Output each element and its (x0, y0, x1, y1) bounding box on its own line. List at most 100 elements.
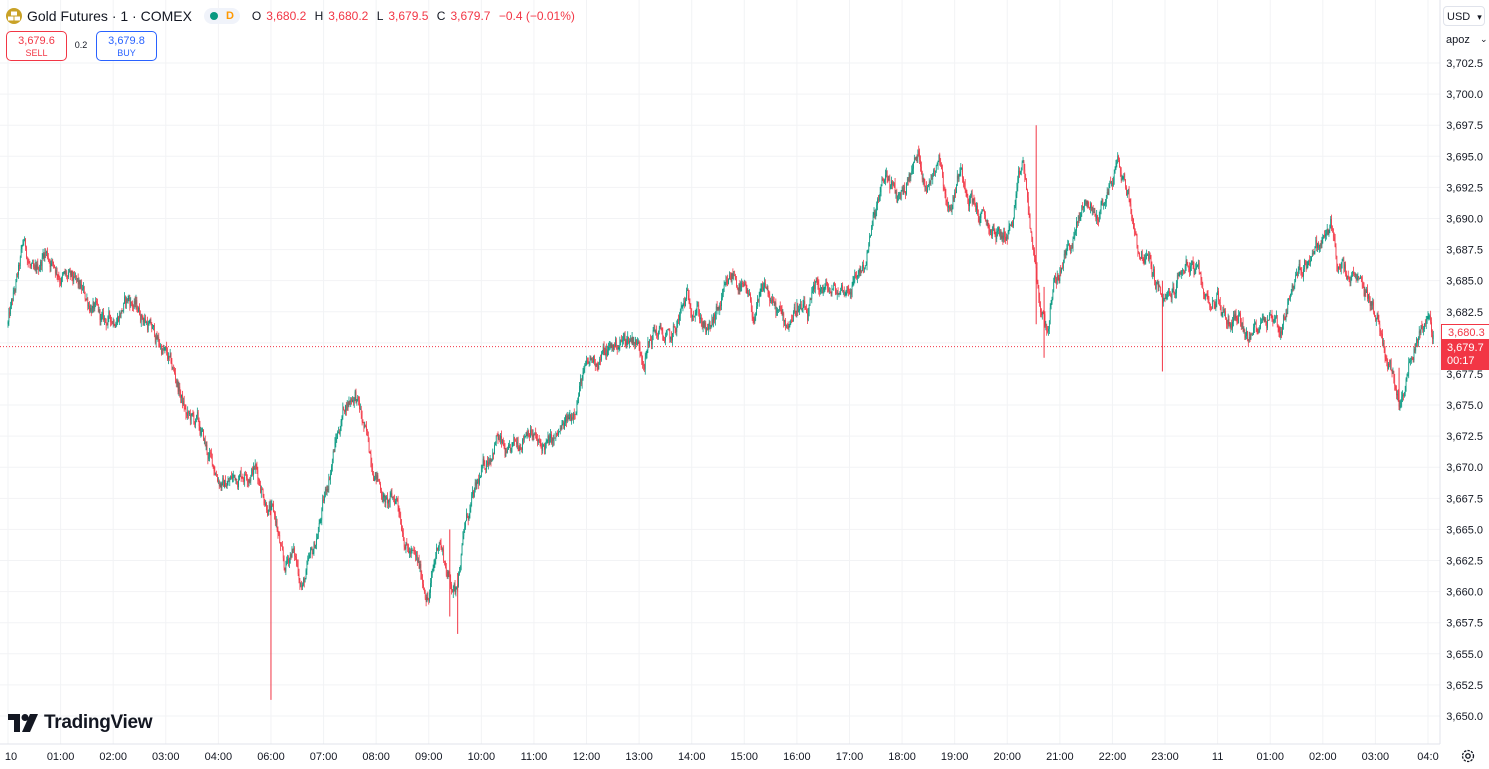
candle-body (1428, 316, 1430, 318)
candle-body (142, 317, 144, 322)
candle-body (1229, 324, 1231, 328)
candle-body (12, 299, 13, 301)
candle-body (1339, 268, 1341, 270)
candle-body (1200, 272, 1202, 280)
candle-body (81, 284, 82, 290)
candle-body (1068, 244, 1069, 246)
candle-body (468, 513, 470, 520)
currency-button[interactable]: USD ▾ (1443, 6, 1485, 26)
candle-body (149, 319, 151, 324)
candle-body (380, 483, 381, 491)
candle-body (139, 307, 140, 315)
price-axis: 3,702.53,700.03,697.53,695.03,692.53,690… (1446, 58, 1483, 723)
candle-body (1332, 228, 1333, 230)
candle-body (1293, 286, 1295, 289)
candle-body (864, 265, 866, 269)
candle-body (1400, 402, 1402, 406)
candle-body (97, 304, 99, 312)
candle-body (1354, 274, 1355, 275)
candle-body (229, 479, 231, 482)
candle-body (986, 220, 988, 222)
candle-body (402, 532, 404, 541)
candle-body (833, 283, 835, 289)
candle-body (748, 292, 750, 296)
candle-body (180, 394, 182, 398)
candle-body (1321, 238, 1323, 246)
candle-body (882, 178, 884, 180)
candle-body (1157, 282, 1159, 287)
candle-body (154, 325, 155, 336)
candle-body (787, 325, 789, 328)
candle-body (1185, 260, 1187, 266)
candle-body (899, 193, 901, 199)
candle-body (222, 478, 224, 483)
candle-body (448, 571, 450, 573)
candle-body (1133, 219, 1134, 229)
candle-body (890, 185, 892, 189)
candle-body (1274, 318, 1275, 321)
candle-body (715, 314, 716, 321)
candle-body (112, 320, 114, 324)
candle-body (427, 597, 429, 599)
candle-body (48, 259, 50, 262)
candle-body (206, 444, 208, 453)
market-status[interactable]: D (203, 8, 240, 24)
candle-body (194, 422, 196, 425)
candle-body (1115, 162, 1117, 170)
candle-body (500, 435, 501, 440)
sell-button[interactable]: 3,679.6 SELL (6, 31, 67, 61)
tradingview-branding[interactable]: TradingView (8, 712, 153, 734)
candle-body (562, 422, 564, 425)
candle-body (679, 315, 680, 321)
candle-body (110, 314, 111, 322)
candle-body (1212, 300, 1214, 302)
candle-body (257, 470, 259, 480)
candle-body (1239, 313, 1240, 315)
candle-body (371, 462, 373, 468)
buy-button[interactable]: 3,679.8 BUY (96, 31, 157, 61)
candle-body (700, 317, 702, 322)
candle-body (168, 355, 170, 357)
candle-body (543, 444, 544, 446)
candle-body (814, 284, 815, 290)
candle-body (1194, 273, 1196, 275)
candle-body (922, 178, 924, 180)
candle-body (447, 571, 449, 577)
symbol-legend[interactable]: Gold Futures · 1 · COMEX D O 3,680.2 H 3,6… (6, 6, 580, 26)
candle-body (1079, 216, 1081, 219)
candle-body (626, 341, 628, 345)
candle-body (208, 456, 210, 459)
candle-body (1105, 202, 1106, 204)
symbol-title[interactable]: Gold Futures · 1 · COMEX (27, 8, 192, 24)
candle-body (830, 292, 832, 294)
candle-body (1299, 263, 1301, 271)
candle-body (753, 318, 755, 323)
scale-mode-label[interactable]: apoz (1446, 34, 1470, 46)
candle-body (437, 547, 438, 551)
candle-body (165, 346, 167, 348)
gear-icon[interactable] (1460, 748, 1476, 764)
candle-body (1317, 243, 1318, 248)
candle-body (432, 568, 434, 571)
candle-body (1112, 182, 1113, 186)
candle-body (850, 292, 851, 295)
y-tick-label: 3,660.0 (1446, 587, 1483, 599)
candle-body (482, 458, 484, 466)
candle-body (145, 318, 146, 323)
candle-body (464, 527, 466, 531)
candle-body (609, 343, 611, 347)
candle-body (1061, 267, 1062, 272)
candle-body (474, 482, 476, 490)
y-tick-label: 3,665.0 (1446, 524, 1483, 536)
chevron-down-icon[interactable]: ⌄ (1480, 34, 1488, 44)
candle-body (11, 299, 12, 306)
candle-body (548, 436, 550, 444)
candle-body (1408, 362, 1410, 375)
candle-body (76, 278, 78, 279)
candle-body (354, 391, 356, 398)
candle-body (227, 481, 229, 486)
candle-body (613, 344, 615, 350)
candle-body (1318, 247, 1320, 249)
candle-body (847, 286, 849, 289)
